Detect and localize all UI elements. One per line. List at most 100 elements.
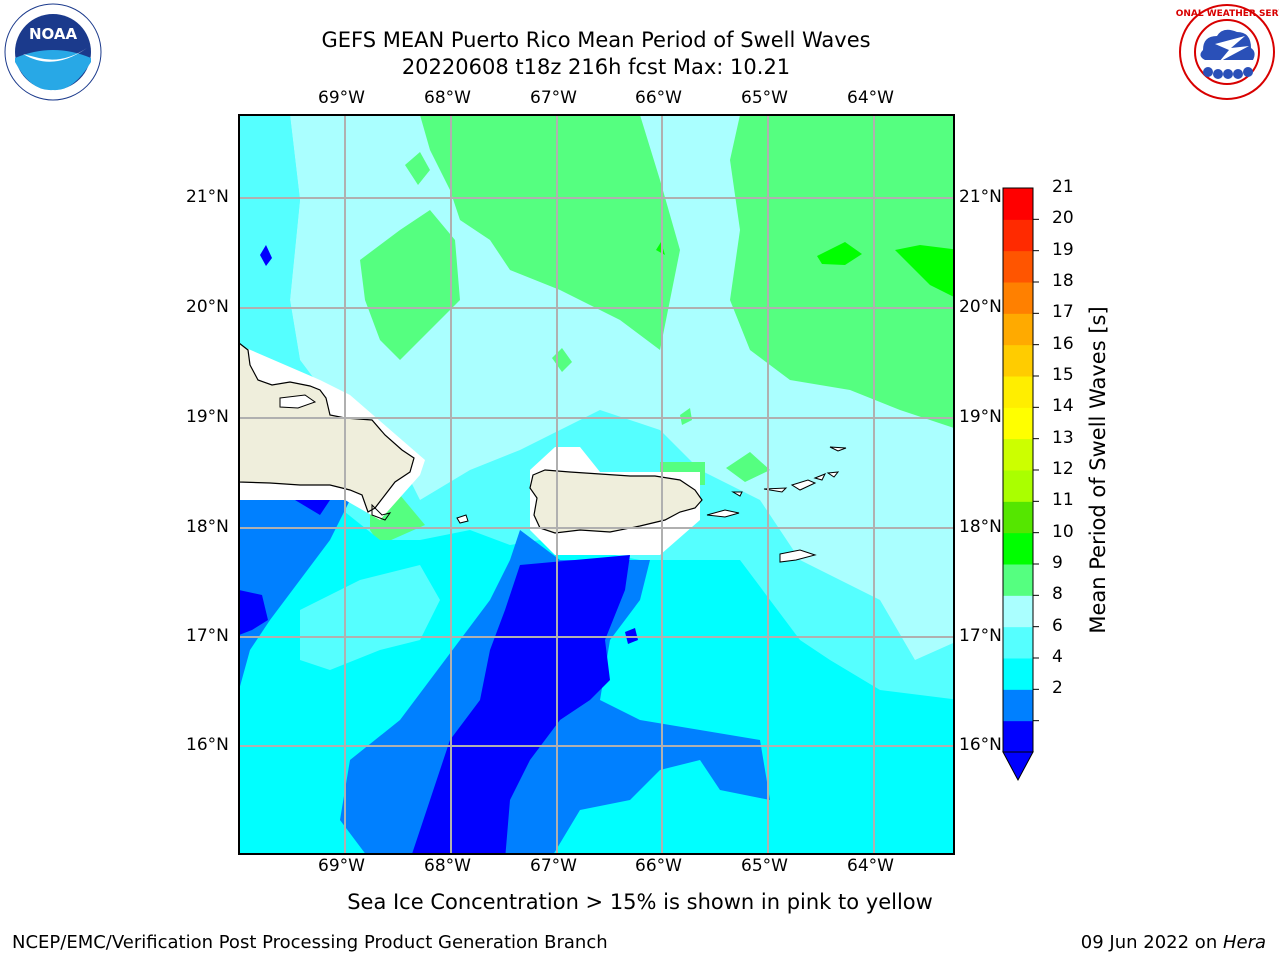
lon-label-top-66w: 66°W	[635, 88, 682, 108]
colorbar	[1003, 188, 1039, 753]
lon-label-bottom-69w: 69°W	[318, 856, 365, 876]
chart-title: GEFS MEAN Puerto Rico Mean Period of Swe…	[321, 28, 871, 52]
island-st-thomas	[763, 487, 788, 493]
colorbar-tick-label: 14	[1052, 396, 1074, 417]
colorbar-segment	[1003, 595, 1033, 628]
swell-band-4-6-patch	[580, 815, 612, 830]
colorbar-segment	[1003, 564, 1033, 596]
lat-label-left-19n: 19°N	[186, 407, 229, 427]
swell-band-9-10-east	[730, 115, 954, 428]
land-puerto-rico	[529, 469, 703, 534]
lon-label-top-64w: 64°W	[847, 88, 894, 108]
swell-band-below-2-south	[295, 500, 330, 515]
colorbar-segment	[1003, 376, 1033, 408]
island-vieques	[706, 509, 740, 518]
swell-band-below-2-west	[239, 590, 268, 635]
lon-label-bottom-66w: 66°W	[635, 856, 682, 876]
lat-label-left-21n: 21°N	[186, 187, 229, 207]
lat-label-right-17n: 17°N	[959, 626, 1002, 646]
colorbar-tick-label: 18	[1052, 271, 1074, 291]
colorbar-segment	[1003, 282, 1033, 314]
colorbar-tick-label: 6	[1052, 615, 1063, 636]
island-mona	[456, 514, 469, 524]
colorbar-tick-label: 19	[1052, 239, 1074, 260]
colorbar-segment	[1003, 532, 1033, 565]
swell-band-9-10-north	[420, 115, 680, 350]
colorbar-segment	[1003, 344, 1033, 377]
swell-band-6-8-south	[300, 565, 440, 670]
lat-label-left-16n: 16°N	[186, 735, 229, 755]
lon-label-bottom-65w: 65°W	[741, 856, 788, 876]
colorbar-segment	[1003, 658, 1033, 690]
land-hispaniola-bay	[279, 394, 317, 409]
lat-label-right-21n: 21°N	[959, 187, 1002, 207]
nws-logo-text: NATIONAL WEATHER SERVICE	[1175, 9, 1279, 19]
lon-label-top-65w: 65°W	[741, 88, 788, 108]
swell-band-6-8-patch	[239, 115, 330, 430]
colorbar-tick-label: 17	[1052, 302, 1074, 323]
footer-machine: Hera	[1222, 932, 1266, 953]
colorbar-tick-label: 4	[1052, 647, 1063, 667]
swell-band-10-11-a	[895, 245, 954, 297]
colorbar-tick-label: 10	[1052, 521, 1074, 542]
lat-label-right-19n: 19°N	[959, 407, 1002, 427]
chart-subtitle: 20220608 t18z 216h fcst Max: 10.21	[401, 55, 791, 79]
lat-label-left-17n: 17°N	[186, 626, 229, 646]
footer-credit: NCEP/EMC/Verification Post Processing Pr…	[12, 932, 608, 953]
colorbar-tick-label: 13	[1052, 427, 1074, 448]
lon-label-bottom-67w: 67°W	[530, 856, 577, 876]
island-sombrero	[826, 471, 840, 478]
noaa-logo: NOAA	[3, 2, 103, 102]
lat-label-right-18n: 18°N	[959, 517, 1002, 537]
swell-band-below-2-north	[260, 245, 272, 266]
colorbar-segment	[1003, 689, 1033, 722]
lat-label-right-20n: 20°N	[959, 297, 1002, 317]
colorbar-tick-label: 15	[1052, 365, 1074, 385]
footer-date: 09 Jun 2022 on Hera	[1081, 932, 1266, 953]
contour-field	[239, 115, 954, 854]
colorbar-tick-label: 8	[1052, 584, 1063, 605]
lon-label-bottom-64w: 64°W	[847, 856, 894, 876]
swell-band-2-4	[239, 500, 350, 690]
island-anegada	[829, 446, 847, 452]
colorbar-segment	[1003, 501, 1033, 534]
sea-ice-caption: Sea Ice Concentration > 15% is shown in …	[347, 890, 933, 914]
colorbar-tick-label: 16	[1052, 333, 1074, 354]
lon-label-bottom-68w: 68°W	[424, 856, 471, 876]
colorbar-tick-label: 12	[1052, 459, 1074, 479]
graticule	[239, 115, 954, 854]
lon-label-top-67w: 67°W	[530, 88, 577, 108]
lat-label-right-16n: 16°N	[959, 735, 1002, 755]
swell-band-10-11-b	[817, 242, 862, 265]
land-hispaniola-coast	[371, 503, 392, 521]
colorbar-segment	[1003, 250, 1033, 283]
footer-date-text: 09 Jun 2022 on	[1080, 932, 1223, 953]
swell-band-9-10-patch-f	[680, 408, 692, 425]
colorbar-segment	[1003, 407, 1033, 440]
lat-label-left-20n: 20°N	[186, 297, 229, 317]
colorbar-segment	[1003, 438, 1033, 471]
island-virgin-gorda	[813, 473, 827, 481]
nws-logo: NATIONAL WEATHER SERVICE	[1152, 2, 1280, 102]
colorbar-segment	[1003, 219, 1033, 252]
colorbar-segment	[1003, 720, 1033, 753]
island-culebra	[731, 491, 743, 497]
island-st-croix	[779, 549, 817, 563]
lat-label-left-18n: 18°N	[186, 517, 229, 537]
swell-band-9-10-patch-c	[726, 452, 770, 482]
map-frame	[238, 114, 955, 855]
colorbar-label: Mean Period of Swell Waves [s]	[1086, 306, 1110, 634]
colorbar-segment	[1003, 470, 1033, 502]
colorbar-tick-label: 2	[1052, 678, 1063, 699]
swell-band-9-10-west	[360, 210, 460, 360]
noaa-logo-text: NOAA	[29, 25, 78, 43]
swell-band-9-10-patch-a	[405, 152, 430, 185]
island-tortola	[790, 479, 817, 491]
swell-band-below-2	[412, 555, 630, 854]
colorbar-tick-label: 20	[1052, 208, 1074, 229]
colorbar-extend-arrow	[1002, 751, 1034, 782]
colorbar-segment	[1003, 313, 1033, 346]
lon-label-top-68w: 68°W	[424, 88, 471, 108]
colorbar-segment	[1003, 188, 1033, 220]
